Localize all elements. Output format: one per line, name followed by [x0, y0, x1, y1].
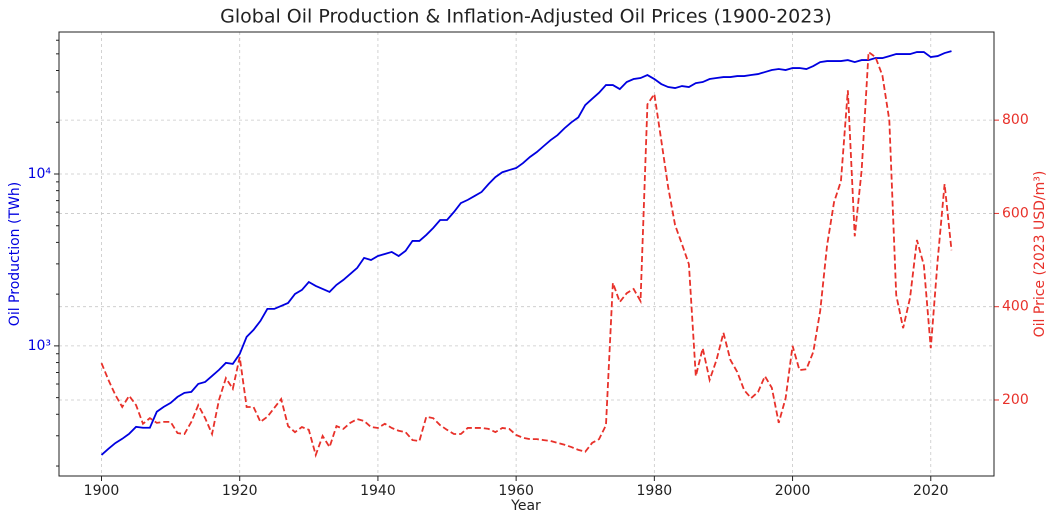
chart-title: Global Oil Production & Inflation-Adjust… [220, 6, 832, 28]
y-tick-label: 10⁴ [28, 166, 52, 182]
x-tick-label: 1900 [84, 483, 120, 499]
x-tick-label: 2020 [913, 483, 949, 499]
y2-tick-label: 600 [1002, 205, 1029, 221]
series-line [100, 50, 953, 458]
x-tick-label: 2000 [775, 483, 811, 499]
y2-tick-label: 200 [1002, 392, 1029, 408]
y2-axis-label: Oil Price (2023 USD/m³) [1032, 171, 1048, 338]
x-axis-label: Year [510, 498, 541, 514]
x-tick-label: 1980 [637, 483, 673, 499]
x-tick-label: 1960 [498, 483, 534, 499]
y2-tick-label: 400 [1002, 299, 1029, 315]
series-line [100, 50, 952, 456]
x-tick-label: 1920 [222, 483, 258, 499]
plot-frame [58, 31, 995, 477]
y-tick-label: 10³ [28, 338, 51, 354]
y2-tick-label: 800 [1002, 112, 1029, 128]
y-axis-label: Oil Production (TWh) [7, 182, 23, 326]
x-tick-label: 1940 [360, 483, 396, 499]
